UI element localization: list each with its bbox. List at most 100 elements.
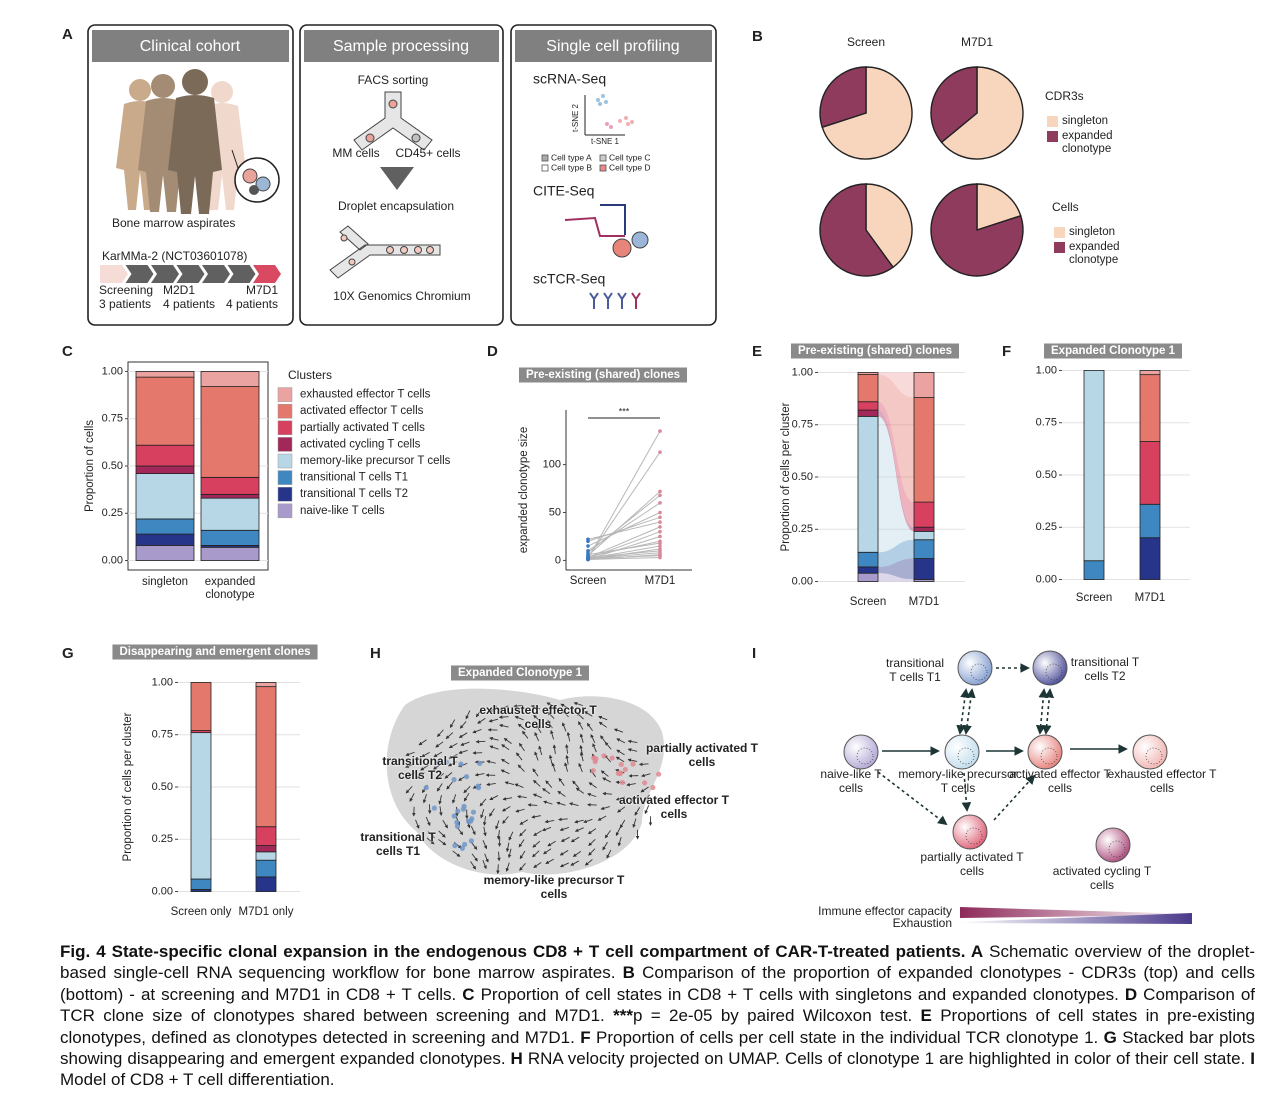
velocity-arrow (561, 709, 569, 718)
significance: *** (619, 406, 630, 416)
bar-segment (857, 374, 879, 403)
velocity-arrow (435, 741, 444, 748)
velocity-arrow (587, 828, 597, 835)
velocity-arrow (484, 853, 489, 863)
velocity-arrow (586, 722, 593, 732)
clonotype-cell (469, 816, 475, 822)
bar-segment (255, 826, 277, 846)
umap-label: activated effector T cells (618, 793, 730, 821)
bar-segment (1139, 537, 1161, 580)
legend-swatch (277, 403, 293, 419)
bar-segment (1139, 441, 1161, 505)
bar-segment (135, 371, 195, 378)
velocity-arrow (516, 752, 523, 761)
bar-segment (190, 682, 212, 731)
pie-slice (819, 66, 867, 129)
x-tick-label: M7D1 (908, 596, 940, 608)
timepoint: M2D1 (163, 283, 195, 297)
velocity-arrow (517, 723, 526, 731)
velocity-arrow (446, 781, 453, 790)
velocity-arrow (579, 751, 584, 762)
panel-letter: E (752, 343, 762, 360)
velocity-arrow (629, 795, 638, 802)
velocity-arrow (578, 762, 583, 773)
velocity-arrow (565, 744, 569, 754)
caption-text: Stacked bar plots showing disappearing a… (60, 1027, 1256, 1069)
velocity-arrow (634, 807, 641, 816)
velocity-arrow (560, 703, 570, 709)
y-tick-label: 0.75 (792, 419, 813, 431)
bar-segment (135, 518, 195, 535)
velocity-arrow (587, 792, 597, 798)
legend-label: transitional T cells T1 (300, 472, 408, 484)
clonotype-cell (475, 785, 482, 791)
timepoint: Screening (99, 283, 153, 297)
point (658, 450, 662, 454)
flow (878, 372, 914, 398)
bar-segment (255, 845, 277, 853)
velocity-arrow (422, 794, 427, 804)
bar-segment (1139, 374, 1161, 442)
pair-line (587, 502, 661, 552)
velocity-arrow (533, 830, 542, 836)
point (586, 544, 590, 548)
velocity-arrow (541, 826, 552, 832)
umap-label: exhausted effector T cells (479, 703, 597, 731)
y-tick-label: 1.00 (1036, 364, 1057, 376)
velocity-arrow (438, 795, 442, 805)
velocity-arrow (420, 764, 429, 771)
y-tick-label: 0 (555, 554, 561, 566)
nucleus (965, 827, 983, 845)
velocity-arrow (482, 840, 488, 850)
velocity-arrow (497, 851, 501, 862)
clonotype-cell (454, 823, 461, 829)
clonotype-cell (615, 770, 621, 776)
velocity-arrow (527, 803, 538, 807)
caption-bold: E (912, 1006, 932, 1026)
caption-bold: D (1118, 984, 1138, 1004)
velocity-arrow (616, 738, 626, 744)
velocity-arrow (533, 779, 541, 787)
y-tick-label: 0.00 (792, 575, 813, 587)
clonotype-cell (470, 809, 477, 815)
velocity-arrow (579, 733, 584, 743)
profiling-illustration (541, 94, 649, 309)
velocity-arrow (559, 862, 569, 868)
velocity-arrow (486, 782, 496, 787)
x-tick-label: expanded clonotype (204, 576, 256, 601)
bar-segment (913, 558, 935, 580)
caption-text: Comparison of the proportion of expanded… (60, 963, 1256, 1004)
cell-icon (944, 734, 980, 770)
velocity-arrow (558, 817, 568, 822)
velocity-arrow (448, 742, 458, 749)
legend-title: CDR3s (1045, 89, 1084, 103)
velocity-arrow (519, 829, 527, 837)
panel-a-headers (92, 30, 712, 62)
velocity-arrow (615, 756, 625, 763)
panel-letter: H (370, 645, 381, 662)
point (658, 493, 662, 498)
title-badge (518, 367, 688, 383)
velocity-arrow (619, 819, 626, 829)
velocity-arrow (627, 748, 638, 752)
clonotype-cell (650, 784, 656, 791)
velocity-arrow (459, 721, 467, 729)
y-axis-label: Proportion of cells per cluster (122, 712, 134, 861)
legend-title: Cells (1052, 200, 1079, 214)
y-tick-label: 0.50 (102, 460, 123, 472)
clonotype-cell (619, 779, 625, 786)
bar-segment (190, 732, 212, 880)
legend-swatch (1054, 227, 1065, 238)
bar-segment (135, 444, 195, 467)
velocity-arrow (573, 701, 583, 707)
velocity-arrow (574, 827, 584, 832)
velocity-arrow (452, 850, 461, 857)
velocity-arrow (448, 754, 458, 759)
bar-segment (200, 493, 260, 499)
bar-segment (135, 533, 195, 546)
velocity-arrow (598, 715, 608, 721)
clonotype-cell (468, 838, 474, 844)
point (658, 534, 662, 539)
tsne-axis: t-SNE 1 (591, 137, 620, 146)
velocity-arrow (552, 744, 557, 754)
